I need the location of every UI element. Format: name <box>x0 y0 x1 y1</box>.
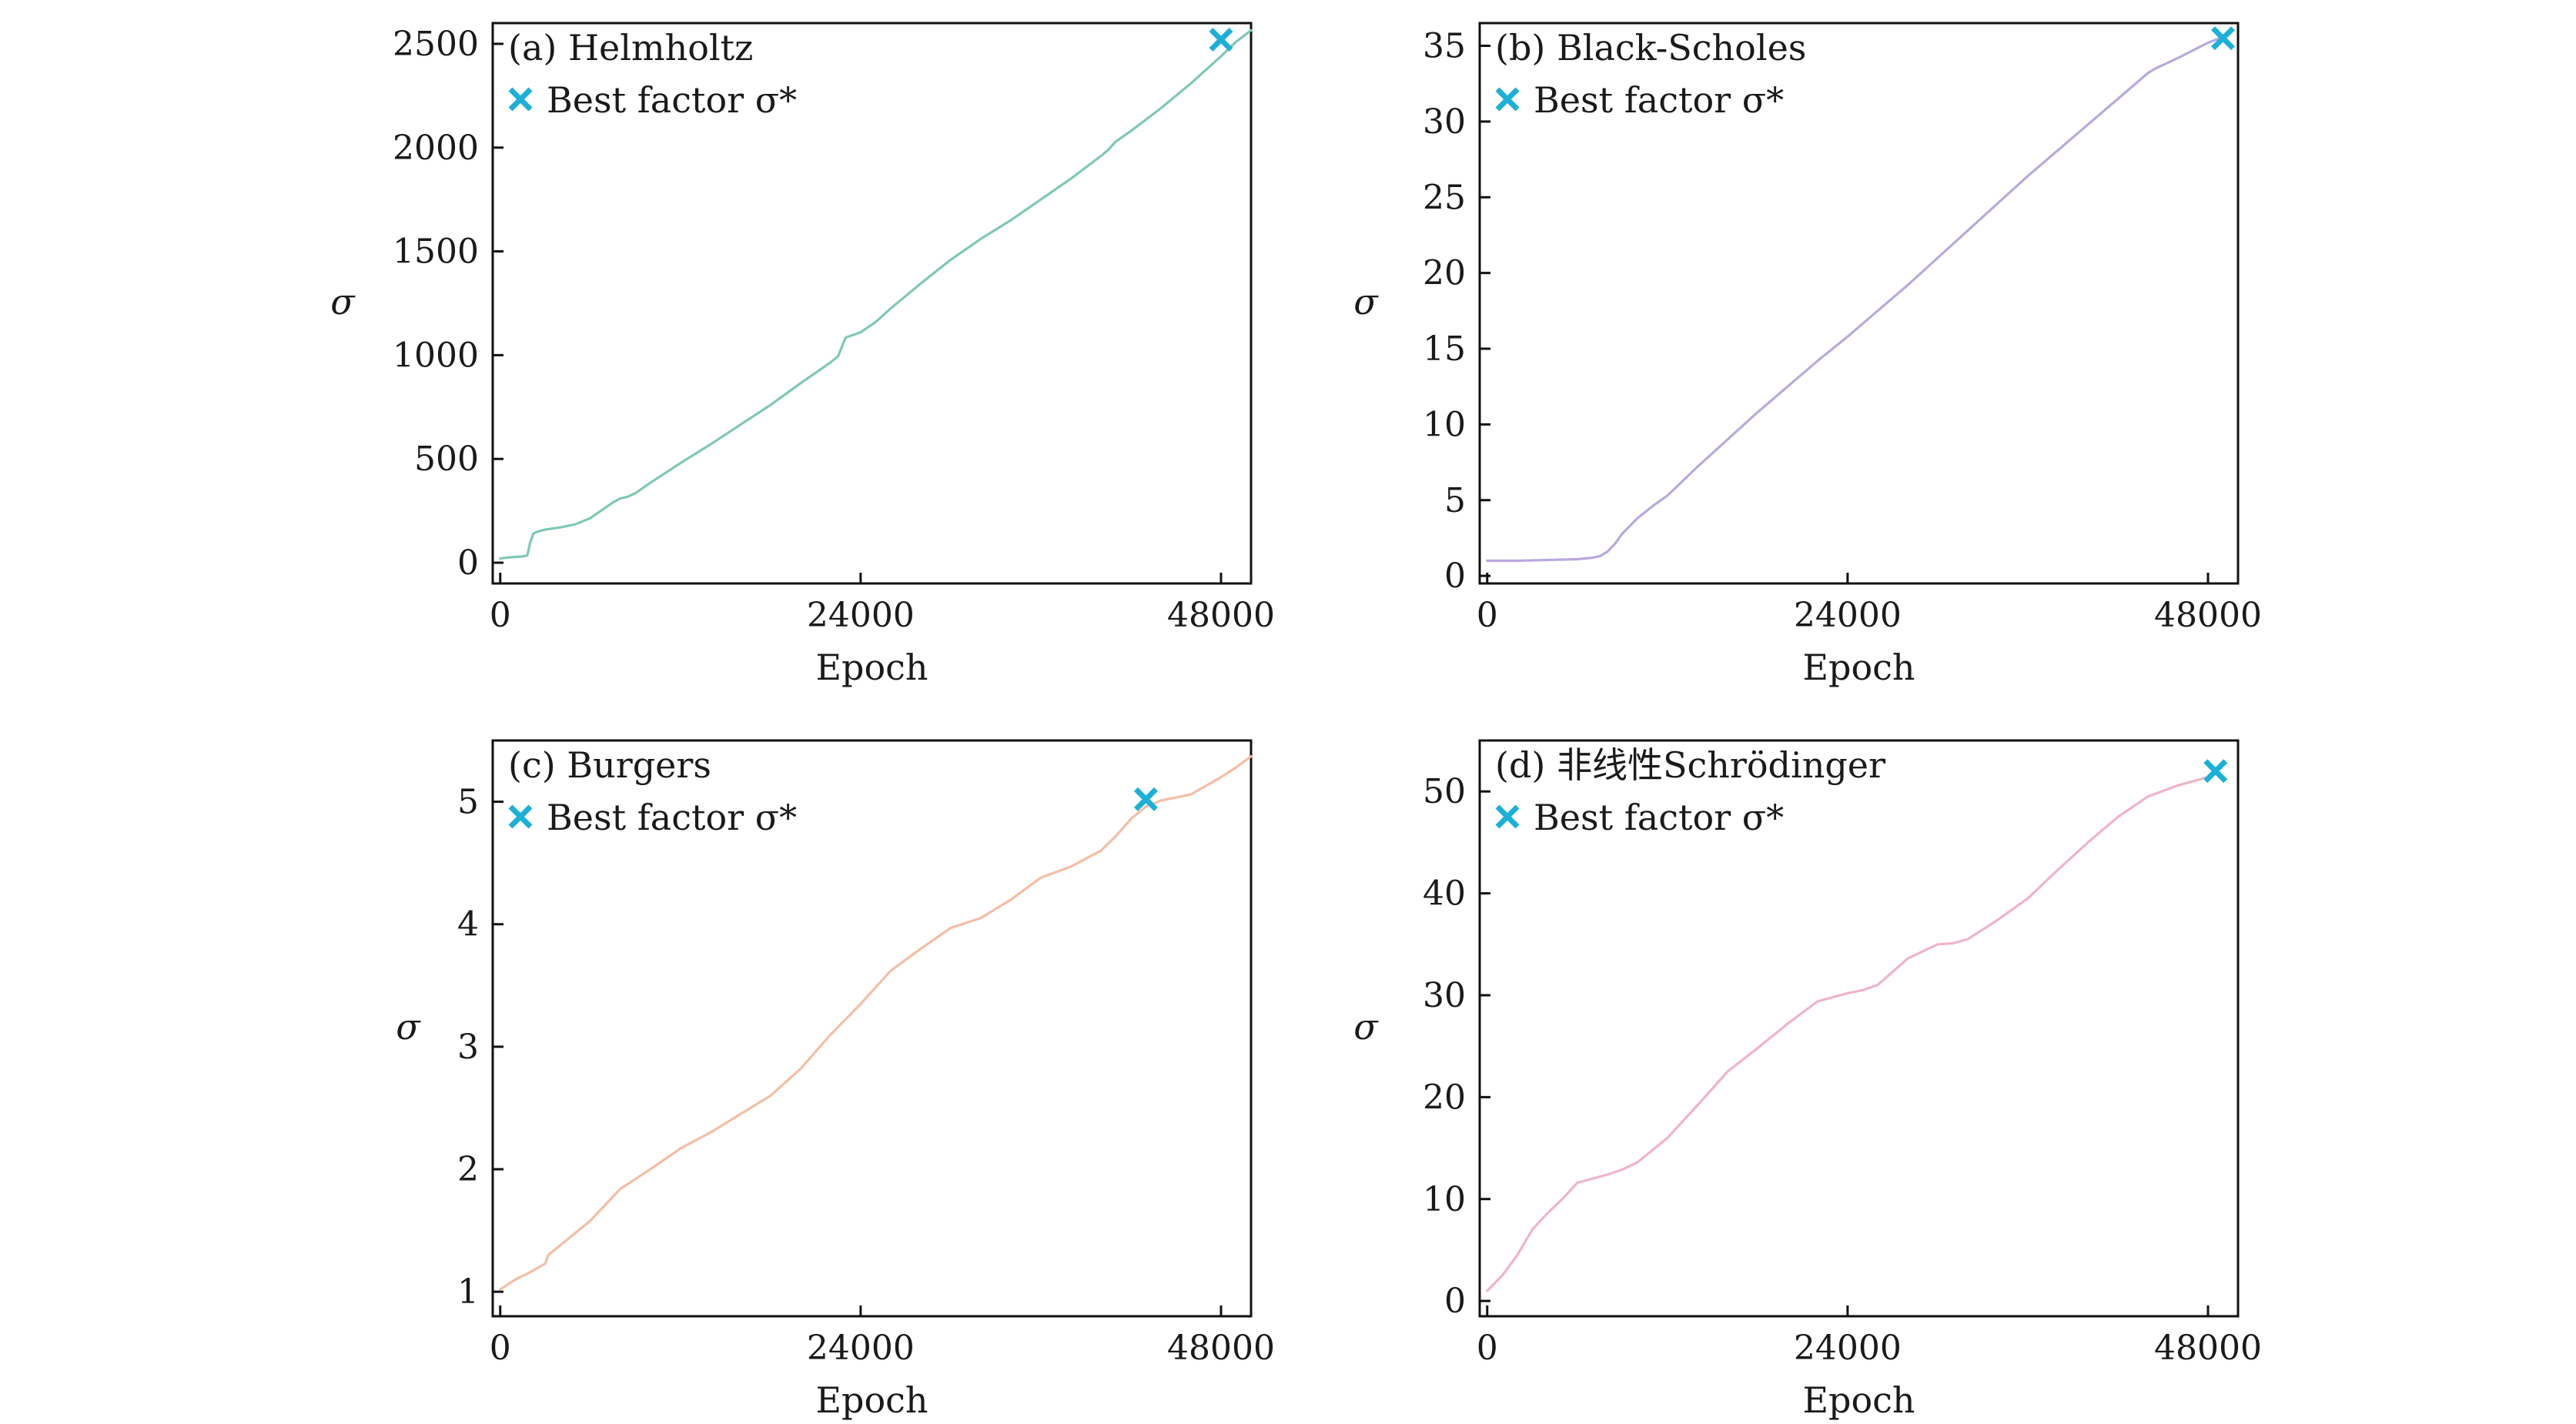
best-factor-marker <box>2211 26 2235 51</box>
legend: Best factor σ* <box>508 797 797 838</box>
x-tick-label: 48000 <box>2154 1329 2262 1368</box>
y-tick-label: 1 <box>457 1272 479 1312</box>
x-tick-label: 0 <box>490 1329 511 1368</box>
panel-1: 0 24000 48000 0 5 10 15 20 25 30 35 Epoch σ (b) Black… <box>1353 22 2262 688</box>
plot-frame <box>1478 22 2240 585</box>
y-tick-label: 2500 <box>393 25 479 64</box>
y-tick-label: 35 <box>1423 27 1466 66</box>
x-axis-title: Epoch <box>1802 647 1915 688</box>
x-axis-title: Epoch <box>815 1379 928 1421</box>
y-tick-label: 2000 <box>393 129 479 168</box>
y-tick-label: 30 <box>1423 976 1466 1015</box>
y-tick-label: 15 <box>1423 329 1466 369</box>
best-factor-marker <box>2203 759 2228 784</box>
x-tick-label: 24000 <box>807 1329 915 1368</box>
panel-3: 0 24000 48000 0 10 20 30 40 50 Epoch σ (d) 非线性Schrö… <box>1353 739 2262 1421</box>
y-tick-label: 20 <box>1423 254 1466 293</box>
y-tick-label: 10 <box>1423 1180 1466 1219</box>
legend: Best factor σ* <box>508 79 797 121</box>
x-tick-label: 24000 <box>807 596 915 635</box>
plot-frame <box>491 22 1253 585</box>
legend-marker-icon <box>508 804 533 829</box>
x-tick-label: 48000 <box>1167 1329 1275 1368</box>
y-axis-title: σ <box>396 1006 421 1048</box>
y-axis-title: σ <box>330 281 356 323</box>
y-tick-label: 5 <box>457 783 479 822</box>
panel-title: (a) Helmholtz <box>508 27 753 69</box>
panel-title: (d) 非线性Schrödinger <box>1495 744 1885 786</box>
x-tick-label: 24000 <box>1794 1329 1902 1368</box>
x-tick-label: 48000 <box>2154 596 2262 635</box>
y-axis-title: σ <box>1353 281 1379 323</box>
sigma-line <box>499 28 1253 560</box>
x-tick-label: 0 <box>1477 1329 1498 1368</box>
x-tick-label: 24000 <box>1794 596 1902 635</box>
legend: Best factor σ* <box>1495 79 1784 121</box>
y-tick-label: 50 <box>1423 772 1466 811</box>
panel-title: (c) Burgers <box>508 744 711 786</box>
y-tick-label: 20 <box>1423 1078 1466 1117</box>
legend: Best factor σ* <box>1495 797 1784 838</box>
y-tick-label: 2 <box>457 1150 479 1189</box>
y-tick-label: 1000 <box>393 336 479 375</box>
y-tick-label: 1500 <box>393 232 479 272</box>
x-tick-label: 0 <box>1477 596 1498 635</box>
legend-label: Best factor σ* <box>547 797 797 838</box>
y-tick-label: 500 <box>414 440 479 479</box>
legend-marker-icon <box>508 87 533 112</box>
y-tick-label: 4 <box>457 905 479 944</box>
y-tick-label: 10 <box>1423 405 1466 444</box>
x-tick-label: 48000 <box>1167 596 1275 635</box>
y-tick-label: 0 <box>457 543 479 583</box>
sigma-line <box>499 755 1253 1291</box>
y-tick-label: 5 <box>1444 481 1466 520</box>
y-tick-label: 25 <box>1423 178 1466 217</box>
x-axis-title: Epoch <box>815 647 928 688</box>
sigma-line <box>1486 35 2225 563</box>
panel-0: 0 24000 48000 0 500 1000 1500 2000 2500 Epoch σ (a)… <box>330 22 1275 688</box>
x-axis-title: Epoch <box>1802 1379 1915 1421</box>
legend-label: Best factor σ* <box>1534 79 1784 121</box>
panel-title: (b) Black-Scholes <box>1495 27 1806 69</box>
best-factor-marker <box>1209 28 1233 52</box>
best-factor-marker <box>1133 787 1158 811</box>
plot-frame <box>491 739 1253 1318</box>
y-tick-label: 0 <box>1444 557 1466 596</box>
y-tick-label: 3 <box>457 1028 479 1067</box>
legend-label: Best factor σ* <box>1534 797 1784 838</box>
x-tick-label: 0 <box>490 596 511 635</box>
legend-marker-icon <box>1495 87 1520 112</box>
plot-frame <box>1478 739 2240 1318</box>
sigma-line <box>1486 761 2225 1292</box>
y-tick-label: 0 <box>1444 1282 1466 1321</box>
panel-2: 0 24000 48000 1 2 3 4 5 Epoch σ (c) Burgers Best fa… <box>396 739 1275 1421</box>
y-tick-label: 40 <box>1423 874 1466 914</box>
legend-label: Best factor σ* <box>547 79 797 121</box>
y-tick-label: 30 <box>1423 102 1466 142</box>
legend-marker-icon <box>1495 804 1520 829</box>
y-axis-title: σ <box>1353 1006 1379 1048</box>
